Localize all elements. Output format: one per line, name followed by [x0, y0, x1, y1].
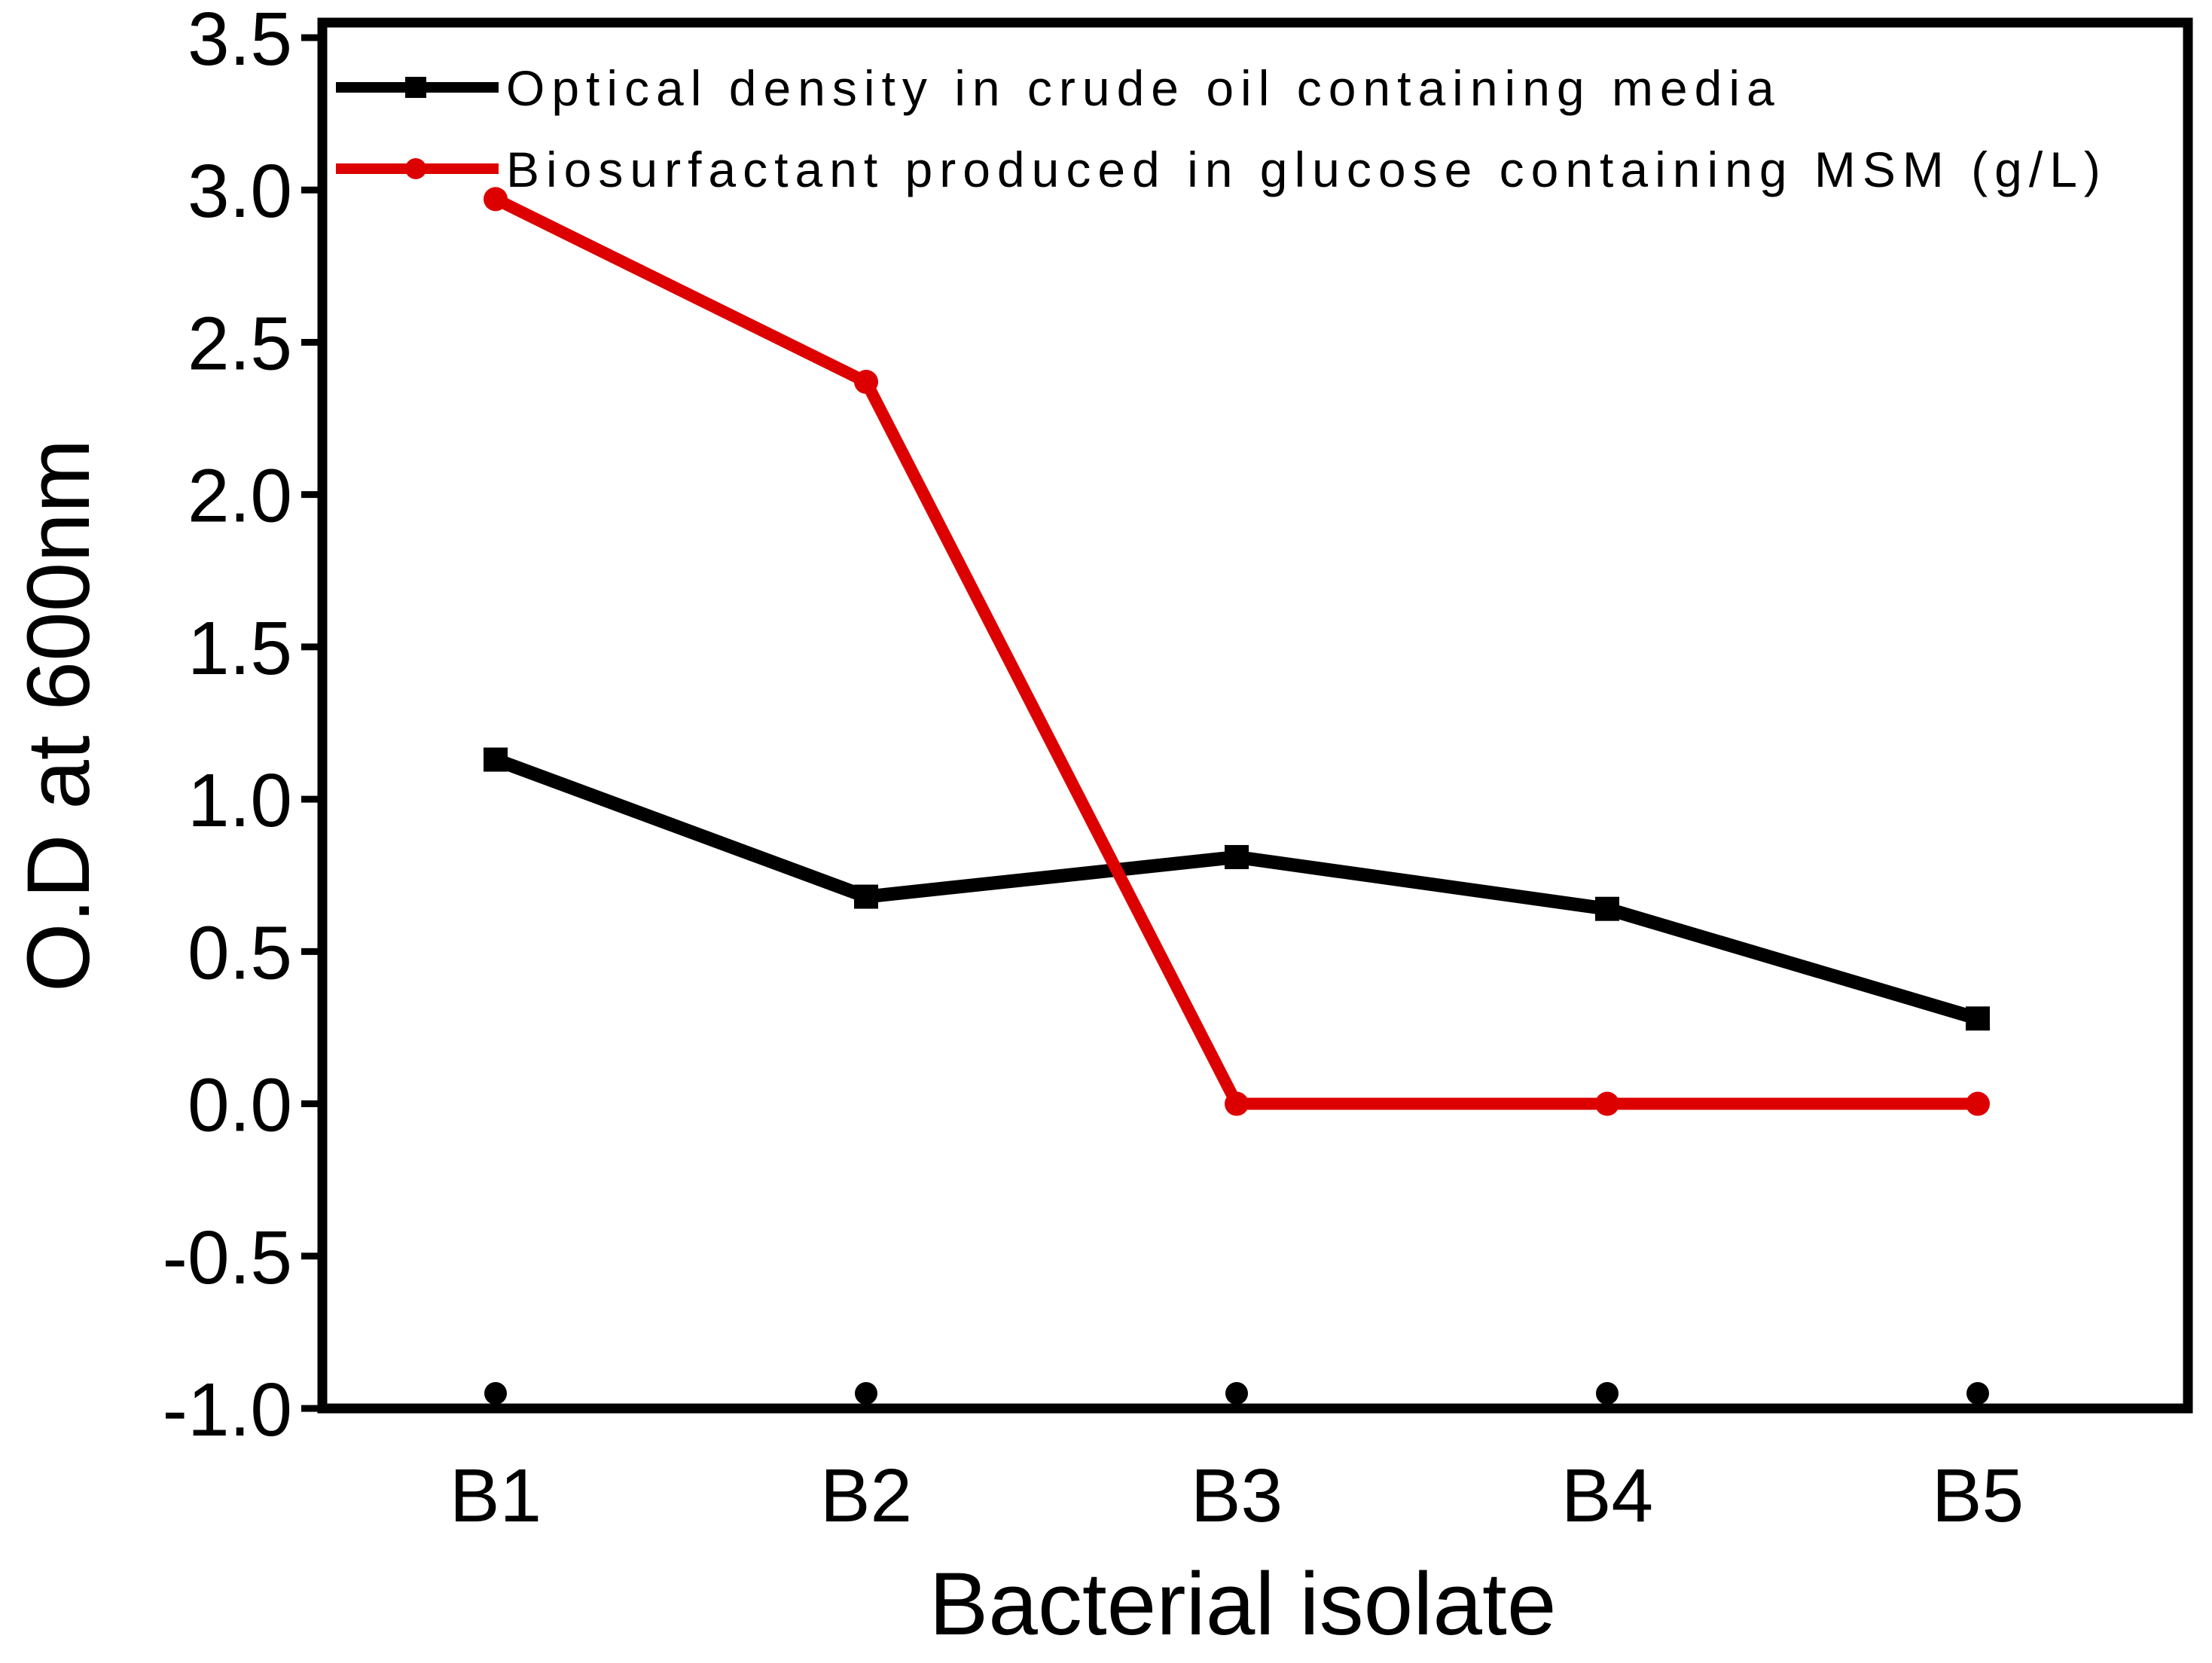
data-point — [1225, 1091, 1249, 1116]
data-point — [1966, 1091, 1990, 1116]
data-point — [854, 884, 878, 909]
x-tick-mark — [1225, 1382, 1248, 1405]
x-tick-label: B3 — [1191, 1454, 1283, 1538]
y-tick-label: 3.0 — [188, 149, 292, 233]
y-tick-label: 1.0 — [188, 758, 292, 843]
data-point — [484, 187, 508, 212]
y-tick-label: 2.5 — [188, 301, 292, 386]
x-tick-mark — [484, 1382, 507, 1405]
y-axis-ticks: -1.0 -0.5 0.0 0.5 1.0 1.5 2.0 2.5 3.0 3.5 — [163, 0, 322, 1452]
y-tick-label: 0.0 — [188, 1063, 292, 1148]
x-tick-mark — [855, 1382, 877, 1405]
x-tick-mark — [1966, 1382, 1989, 1405]
x-tick-label: B1 — [450, 1454, 542, 1538]
series-lines — [484, 187, 1990, 1116]
legend-swatch-marker — [405, 158, 426, 179]
data-point — [1225, 844, 1249, 869]
x-tick-label: B2 — [820, 1454, 912, 1538]
y-tick-label: -1.0 — [163, 1368, 292, 1452]
legend: Optical density in crude oil containing … — [336, 60, 2107, 197]
y-tick-label: 2.0 — [188, 454, 292, 539]
y-tick-label: 3.5 — [188, 0, 292, 81]
x-axis-ticks: B1 B2 B3 B4 B5 — [450, 1382, 2024, 1538]
y-tick-label: -0.5 — [163, 1216, 292, 1300]
data-point — [1595, 896, 1619, 921]
x-axis-title: Bacterial isolate — [929, 1555, 1557, 1654]
x-tick-label: B4 — [1561, 1454, 1653, 1538]
y-tick-label: 0.5 — [188, 911, 292, 995]
data-point — [484, 747, 508, 772]
y-tick-label: 1.5 — [188, 606, 292, 691]
series-line — [493, 753, 1980, 1025]
series-line — [493, 194, 1978, 1110]
legend-label: Optical density in crude oil containing … — [506, 60, 1781, 116]
series-1 — [484, 747, 1990, 1031]
x-tick-mark — [1596, 1382, 1619, 1405]
plot-frame — [317, 17, 2193, 1414]
data-point — [1966, 1006, 1990, 1031]
x-tick-label: B5 — [1932, 1454, 2024, 1538]
data-point — [854, 370, 878, 395]
legend-swatch-marker — [405, 77, 426, 98]
y-axis-title: O.D at 600nm — [9, 439, 108, 993]
series-2 — [484, 187, 1990, 1116]
legend-label: Biosurfactant produced in glucose contai… — [506, 142, 2107, 197]
data-point — [1595, 1091, 1619, 1116]
